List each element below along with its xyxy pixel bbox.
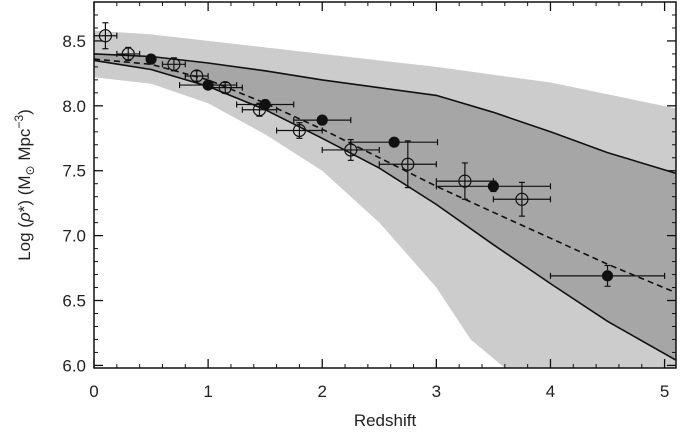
filled-data-point — [350, 136, 439, 148]
filled-marker — [202, 79, 214, 91]
y-tick-label: 8.5 — [62, 32, 86, 51]
y-tick-label: 7.5 — [62, 162, 86, 181]
open-data-point — [275, 122, 323, 139]
open-data-point — [161, 57, 186, 72]
x-tick-label: 1 — [203, 382, 212, 401]
lower-bound-line — [94, 59, 676, 361]
open-marker — [515, 192, 529, 206]
filled-data-point — [549, 264, 666, 287]
filled-marker — [388, 136, 400, 148]
y-tick-label: 6.0 — [62, 356, 86, 375]
open-marker — [167, 57, 181, 71]
filled-marker — [601, 270, 614, 282]
open-data-point — [492, 181, 552, 217]
x-tick-label: 3 — [432, 382, 441, 401]
y-label-unit: Mpc — [15, 128, 34, 165]
axis-ticks: 0 1 2 3 4 5 6.0 6.5 7.0 7.5 8.0 8.5 — [62, 1, 676, 401]
open-data-point — [184, 69, 209, 83]
open-marker — [98, 29, 113, 43]
y-label-rho: ρ — [15, 212, 34, 223]
open-marker — [458, 174, 472, 188]
filled-data-point — [435, 180, 552, 193]
dashed-model-line — [94, 58, 676, 294]
y-tick-label: 6.5 — [62, 292, 86, 311]
filled-marker — [487, 180, 500, 192]
open-marker — [401, 157, 415, 171]
y-label-middle: ) (M — [15, 175, 34, 205]
filled-marker — [316, 114, 328, 126]
x-tick-label: 2 — [318, 382, 327, 401]
plot-frame — [93, 1, 677, 369]
y-tick-label: 7.0 — [62, 227, 86, 246]
y-label-star: * — [15, 205, 34, 212]
filled-data-point — [293, 114, 352, 126]
open-data-point — [94, 22, 118, 50]
inner-confidence-band — [94, 53, 676, 361]
filled-data-point — [236, 98, 295, 111]
filled-marker — [259, 98, 271, 111]
filled-marker — [145, 53, 157, 65]
open-data-point — [116, 46, 141, 62]
y-label-sun-symbol: ⊙ — [23, 165, 37, 175]
y-label-prefix: Log ( — [15, 222, 34, 261]
open-marker — [218, 81, 232, 95]
open-marker — [121, 47, 135, 61]
x-tick-label: 4 — [546, 382, 555, 401]
outer-confidence-band — [94, 30, 676, 368]
open-marker — [292, 123, 307, 138]
filled-data-point — [145, 53, 157, 65]
open-data-point — [378, 140, 437, 189]
x-axis-label: Redshift — [354, 411, 417, 430]
y-label-suffix: ) — [15, 109, 34, 115]
y-axis-label: Log (ρ*) (M⊙ Mpc−3) — [12, 109, 37, 261]
filled-data-point — [178, 79, 238, 91]
open-marker — [190, 69, 204, 83]
plot-area — [94, 22, 676, 368]
y-label-exponent: −3 — [12, 115, 26, 129]
x-tick-label: 0 — [89, 382, 98, 401]
upper-bound-line — [94, 53, 676, 175]
y-tick-label: 8.0 — [62, 97, 86, 116]
x-tick-label: 5 — [660, 382, 669, 401]
